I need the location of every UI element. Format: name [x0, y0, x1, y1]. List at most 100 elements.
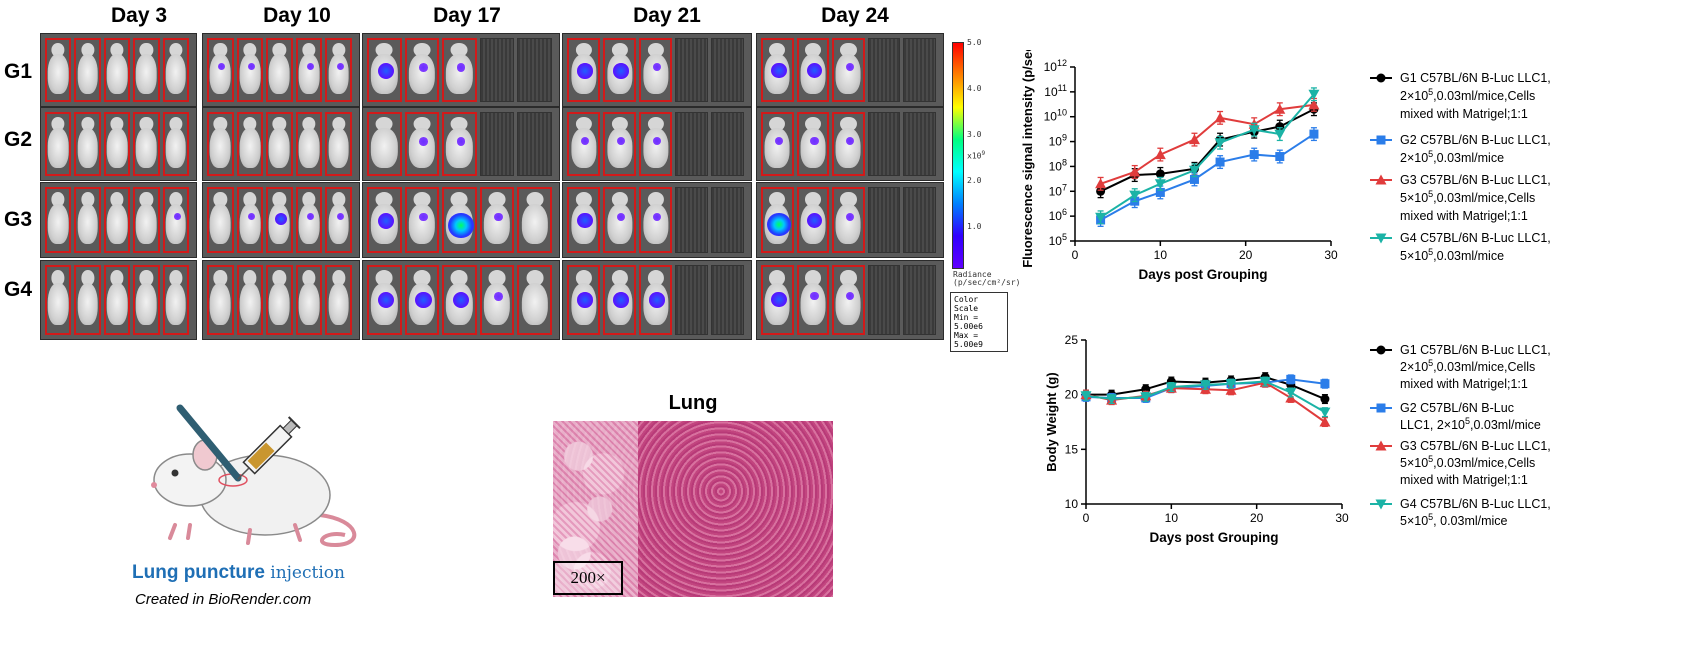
- mouse-roi: [74, 187, 101, 253]
- mouse-body: [239, 203, 261, 245]
- mouse-roi: [45, 38, 72, 102]
- mouse-roi: [442, 187, 477, 253]
- mouse-roi: [711, 265, 744, 335]
- legend-text: G2 C57BL/6N B-Luc: [1400, 401, 1514, 415]
- mouse-body: [328, 128, 350, 168]
- mouse-roi: [266, 187, 293, 253]
- mouse-roi: [236, 187, 264, 253]
- y-tick-label: 1010: [1044, 108, 1067, 124]
- mouse-roi: [761, 187, 794, 253]
- mouse-body: [239, 282, 261, 326]
- x-tick-label: 10: [1165, 511, 1179, 525]
- mouse-body: [328, 203, 350, 245]
- mouse-roi: [761, 38, 794, 102]
- mouse-roi: [74, 112, 101, 176]
- bioluminescence-signal: [307, 63, 315, 70]
- mouse-roi: [479, 112, 515, 176]
- legend-text: 5×105, 0.03ml/mice: [1400, 512, 1508, 528]
- ivis-image-panel: [40, 33, 197, 107]
- mouse-roi: [404, 265, 440, 335]
- data-point: [1375, 233, 1387, 244]
- ivis-image-panel: [40, 107, 197, 181]
- colorbar-tick: 2.0: [967, 176, 982, 185]
- mouse-roi: [567, 265, 600, 335]
- colorbar-exponent: x109: [967, 150, 986, 161]
- bioluminescence-signal: [810, 291, 819, 301]
- mouse-roi: [796, 38, 830, 102]
- bioluminescence-signal: [845, 137, 855, 146]
- mouse-body: [298, 282, 320, 326]
- ivis-image-panel: [756, 33, 944, 107]
- mouse-roi: [675, 187, 708, 253]
- ivis-image-panel: [362, 260, 560, 340]
- legend-text: mixed with Matrigel;1:1: [1400, 107, 1528, 121]
- bioluminescence-signal: [336, 212, 344, 220]
- mouse-roi: [207, 112, 234, 176]
- bioluminescence-signal: [456, 137, 466, 146]
- mouse-body: [371, 128, 398, 168]
- model-title: Lung puncture injection: [132, 562, 345, 583]
- bioluminescence-signal: [806, 63, 823, 79]
- data-point: [1319, 407, 1331, 418]
- ivis-image-panel: [202, 182, 360, 258]
- data-point: [1188, 165, 1200, 176]
- mouse-roi: [442, 112, 477, 176]
- x-tick-label: 30: [1324, 248, 1338, 262]
- mouse-roi: [711, 187, 744, 253]
- bioluminescence-signal: [580, 137, 590, 146]
- colorbar-unit: Radiance (p/sec/cm²/sr): [953, 270, 1021, 287]
- ivis-image-panel: [362, 107, 560, 181]
- data-point: [1199, 380, 1211, 391]
- mouse-roi: [266, 265, 293, 335]
- bioluminescence-signal: [652, 137, 662, 146]
- y-tick-label: 109: [1049, 133, 1067, 149]
- x-tick-label: 0: [1083, 511, 1090, 525]
- ivis-image-panel: [202, 107, 360, 181]
- bioluminescence-signal: [806, 212, 823, 229]
- mouse-roi: [45, 187, 72, 253]
- mouse-body: [570, 128, 597, 168]
- data-point: [1095, 178, 1107, 189]
- mouse-roi: [567, 38, 600, 102]
- biorender-credit: Created in BioRender.com: [135, 591, 312, 608]
- legend-text: G3 C57BL/6N B-Luc LLC1,: [1400, 173, 1551, 187]
- bioluminescence-signal: [616, 212, 626, 222]
- data-point: [1248, 125, 1260, 136]
- mouse-roi: [236, 112, 264, 176]
- ivis-image-panel: [562, 33, 752, 107]
- mouse-body: [642, 203, 669, 245]
- bioluminescence-signal: [577, 291, 593, 308]
- mouse-body: [521, 203, 548, 245]
- y-tick-label: 20: [1065, 388, 1079, 402]
- legend-entry: G4 C57BL/6N B-Luc LLC1,5×105, 0.03ml/mic…: [1370, 497, 1551, 528]
- mouse-body: [836, 128, 861, 168]
- y-tick-label: 106: [1049, 207, 1067, 223]
- mouse-body: [106, 54, 128, 94]
- bioluminescence-signal: [616, 137, 626, 146]
- legend-text: G4 C57BL/6N B-Luc LLC1,: [1400, 497, 1551, 511]
- bioluminescence-signal: [845, 63, 855, 72]
- bioluminescence-signal: [456, 63, 466, 72]
- mouse-roi: [479, 38, 515, 102]
- data-series: [1080, 376, 1331, 418]
- x-tick-label: 10: [1154, 248, 1168, 262]
- legend-text: 2×105,0.03ml/mice,Cells: [1400, 87, 1535, 103]
- data-point: [1189, 174, 1199, 184]
- mouse-body: [209, 128, 231, 168]
- mouse-roi: [867, 38, 901, 102]
- mouse-body: [47, 128, 69, 168]
- legend-text: 2×105,0.03ml/mice: [1400, 149, 1504, 165]
- y-tick-label: 1012: [1044, 58, 1067, 74]
- data-point: [1308, 99, 1320, 110]
- radiance-color-bar: [952, 42, 964, 269]
- mouse-roi: [367, 112, 402, 176]
- mouse-roi: [832, 38, 865, 102]
- mouse-roi: [404, 38, 440, 102]
- mouse-roi: [367, 187, 402, 253]
- bioluminescence-signal: [377, 291, 394, 309]
- mouse-body: [77, 203, 98, 245]
- mouse-body: [328, 54, 350, 94]
- bioluminescence-signal: [577, 63, 593, 79]
- mouse-body: [606, 128, 633, 168]
- bioluminescence-signal: [613, 291, 629, 308]
